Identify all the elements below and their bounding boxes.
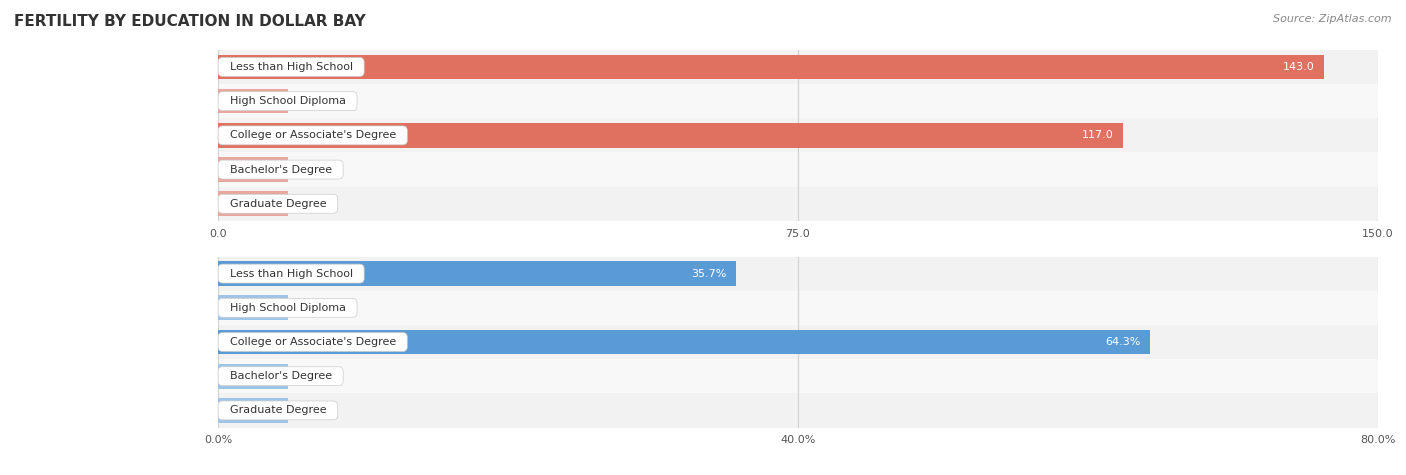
- Text: 0.0: 0.0: [305, 164, 322, 175]
- Bar: [218, 359, 1378, 393]
- Text: Graduate Degree: Graduate Degree: [222, 405, 333, 416]
- Bar: [218, 393, 1378, 428]
- Text: 0.0%: 0.0%: [305, 405, 333, 416]
- Text: Source: ZipAtlas.com: Source: ZipAtlas.com: [1274, 14, 1392, 24]
- Text: 0.0: 0.0: [305, 199, 322, 209]
- Bar: [218, 152, 1378, 187]
- Text: Bachelor's Degree: Bachelor's Degree: [222, 164, 339, 175]
- Text: High School Diploma: High School Diploma: [222, 303, 353, 313]
- Bar: [218, 256, 1378, 291]
- Bar: [218, 84, 1378, 118]
- Text: 117.0: 117.0: [1081, 130, 1114, 141]
- Bar: [218, 157, 287, 182]
- Text: College or Associate's Degree: College or Associate's Degree: [222, 337, 404, 347]
- Text: Less than High School: Less than High School: [222, 62, 360, 72]
- Text: 0.0: 0.0: [305, 96, 322, 106]
- Bar: [218, 50, 1378, 84]
- Text: FERTILITY BY EDUCATION IN DOLLAR BAY: FERTILITY BY EDUCATION IN DOLLAR BAY: [14, 14, 366, 29]
- Bar: [218, 187, 1378, 221]
- Text: College or Associate's Degree: College or Associate's Degree: [222, 130, 404, 141]
- Text: 64.3%: 64.3%: [1105, 337, 1140, 347]
- Bar: [218, 295, 287, 320]
- Text: 143.0: 143.0: [1282, 62, 1315, 72]
- Bar: [218, 261, 735, 286]
- Text: Less than High School: Less than High School: [222, 268, 360, 279]
- Bar: [218, 55, 1324, 79]
- Bar: [218, 123, 1123, 148]
- Bar: [218, 325, 1378, 359]
- Text: High School Diploma: High School Diploma: [222, 96, 353, 106]
- Text: 35.7%: 35.7%: [690, 268, 727, 279]
- Bar: [218, 364, 287, 389]
- Bar: [218, 330, 1150, 354]
- Bar: [218, 291, 1378, 325]
- Bar: [218, 398, 287, 423]
- Text: 0.0%: 0.0%: [305, 303, 333, 313]
- Bar: [218, 118, 1378, 152]
- Bar: [218, 89, 287, 114]
- Text: 0.0%: 0.0%: [305, 371, 333, 381]
- Text: Graduate Degree: Graduate Degree: [222, 199, 333, 209]
- Bar: [218, 191, 287, 216]
- Text: Bachelor's Degree: Bachelor's Degree: [222, 371, 339, 381]
